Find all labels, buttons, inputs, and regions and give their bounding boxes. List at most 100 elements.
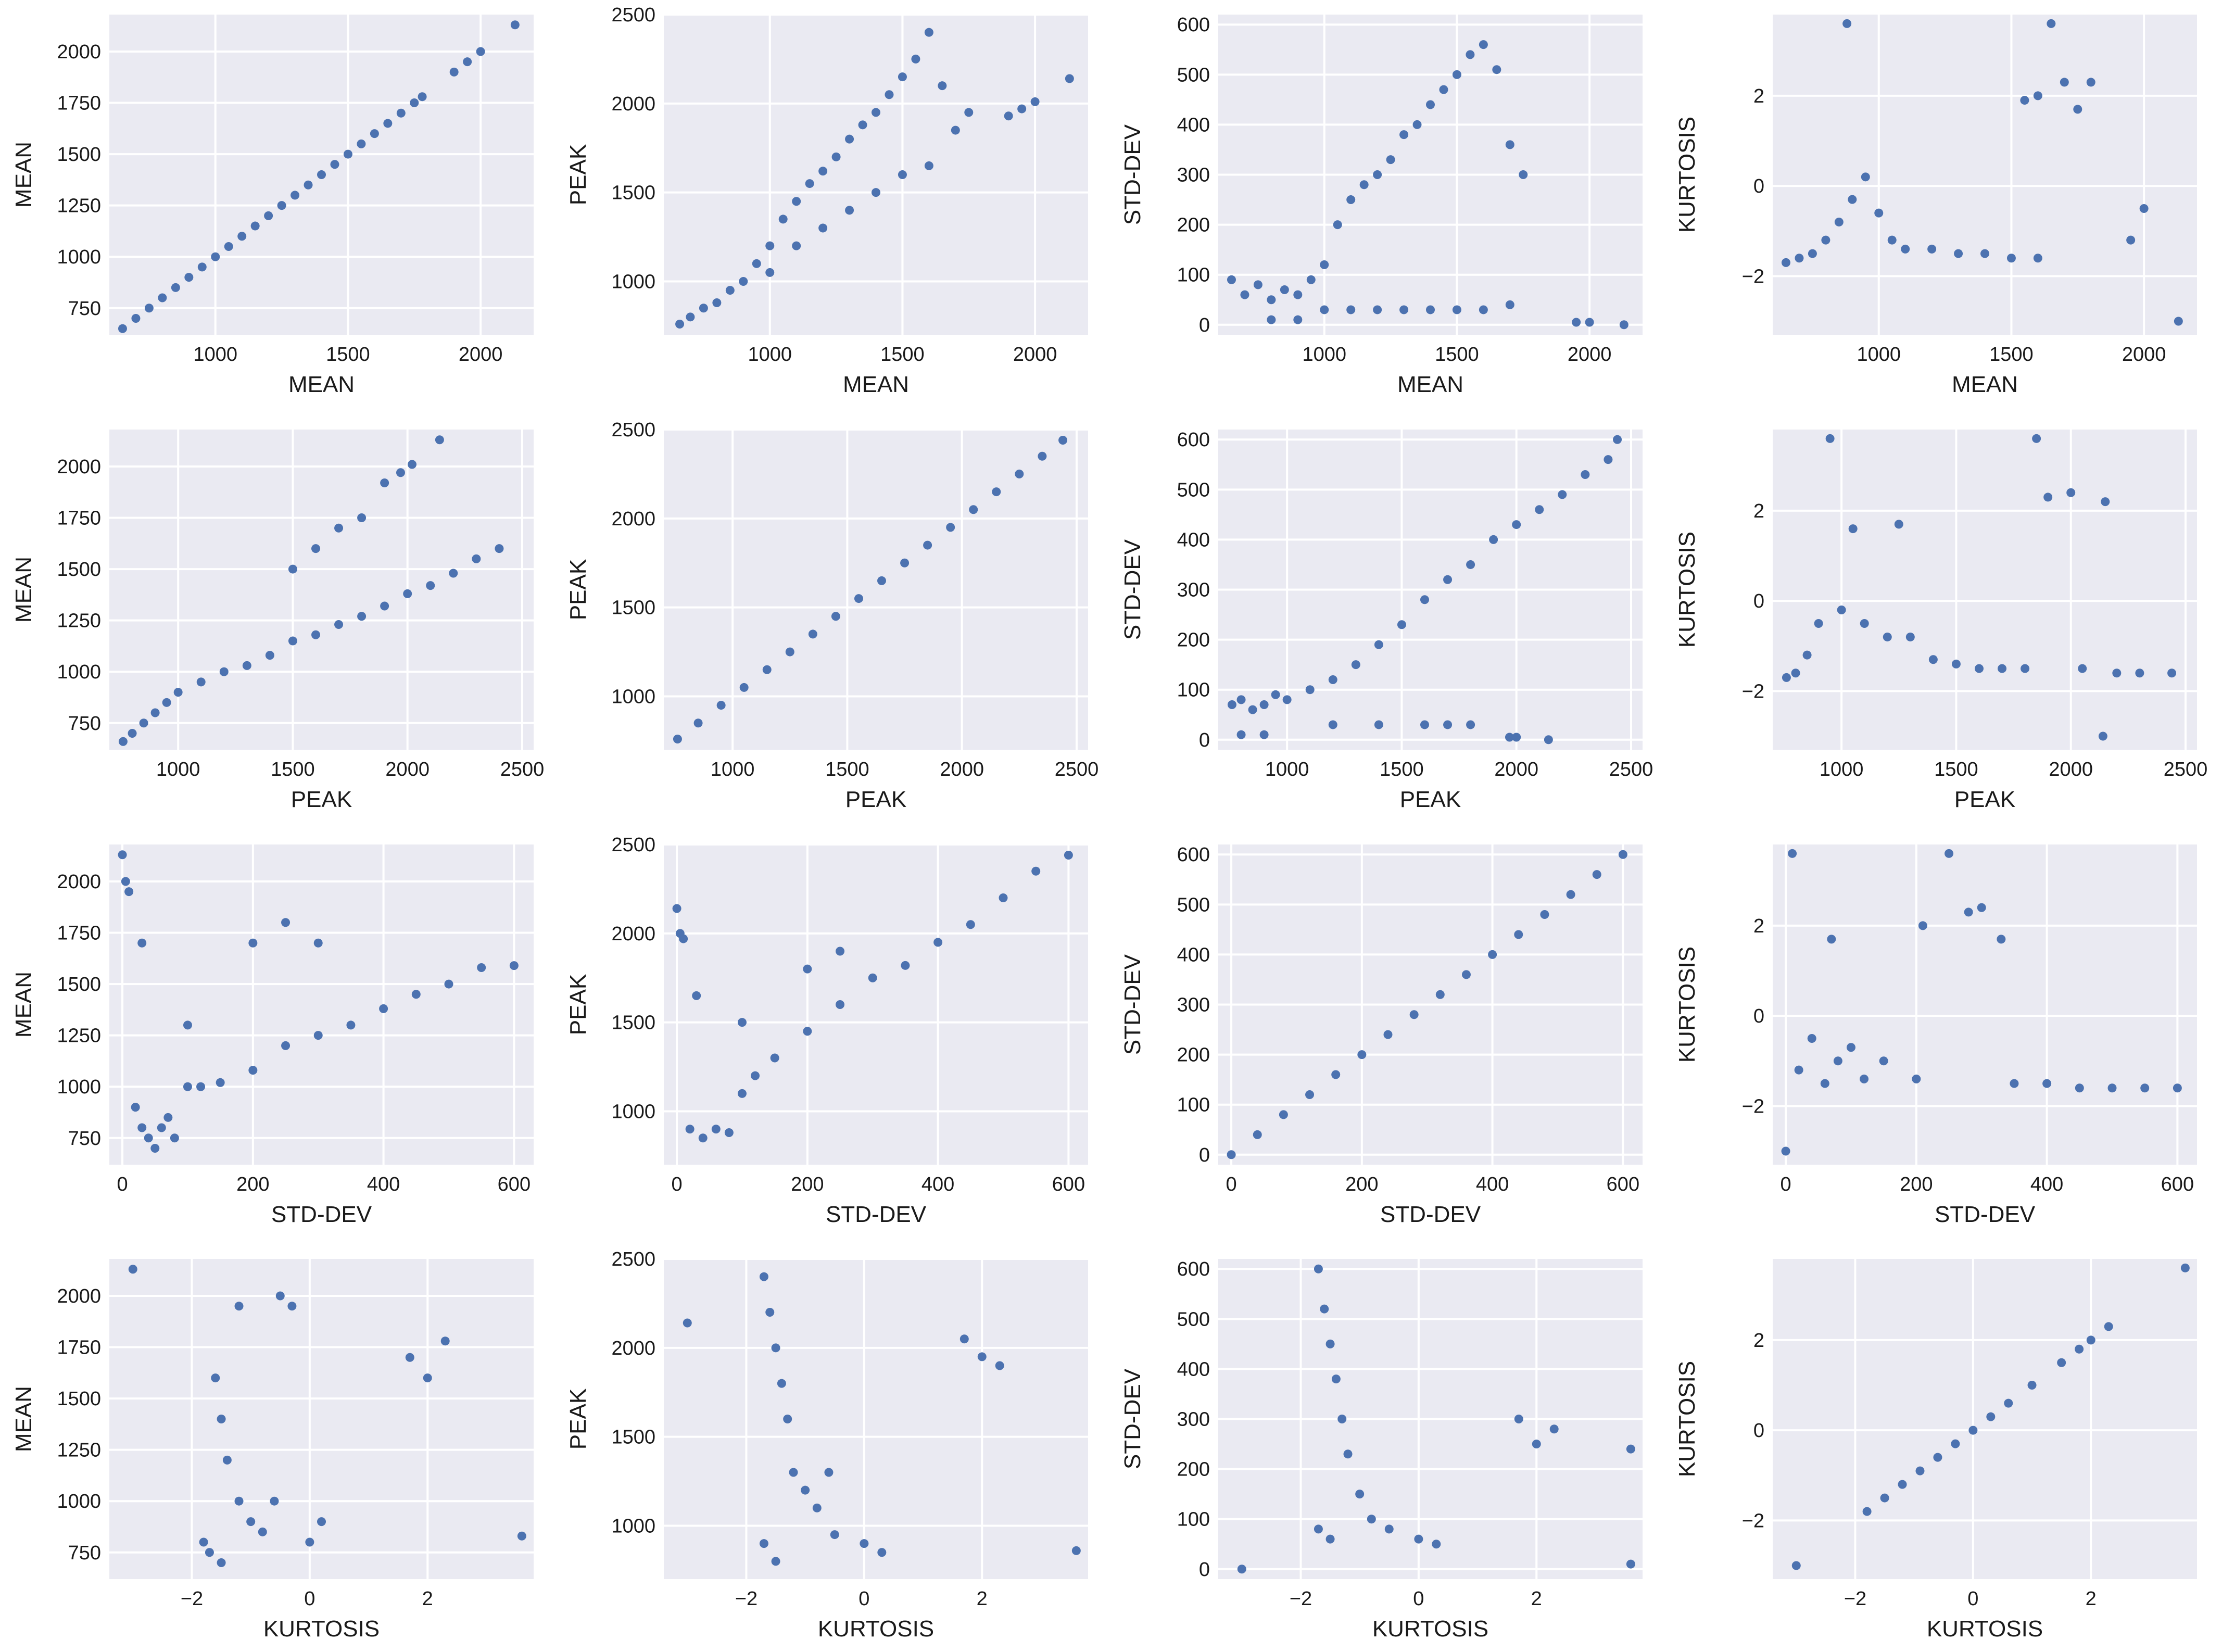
data-point: [313, 1031, 323, 1040]
data-point: [1259, 730, 1269, 739]
data-point: [1357, 1050, 1367, 1060]
data-point: [1227, 1150, 1236, 1159]
data-point: [1791, 1561, 1801, 1570]
data-point: [789, 1468, 798, 1477]
data-point: [699, 304, 708, 313]
data-point: [2027, 1381, 2037, 1390]
y-axis-label: KURTOSIS: [1674, 947, 1700, 1063]
data-point: [2135, 669, 2144, 678]
x-tick-label: 1500: [1435, 344, 1479, 365]
data-point: [440, 1336, 450, 1346]
data-point: [1915, 1466, 1925, 1476]
data-point: [1613, 435, 1622, 444]
y-tick-label: 1500: [611, 1012, 655, 1034]
data-point: [1328, 720, 1337, 729]
data-point: [1227, 275, 1236, 284]
data-point: [1566, 890, 1575, 899]
y-axis-label: KURTOSIS: [1674, 532, 1700, 648]
x-tick-label: 200: [1345, 1174, 1378, 1195]
data-point: [1505, 733, 1514, 742]
scatter-panel-5: 1000 1500 2000 2500 750 1000 1250 1500 1750 2000 P…: [11, 430, 544, 812]
data-point: [405, 1353, 414, 1362]
data-point: [1933, 1453, 1942, 1462]
y-axis-label: MEAN: [11, 142, 36, 208]
data-point: [812, 1503, 822, 1512]
x-tick-label: 1000: [711, 759, 755, 780]
data-point: [900, 558, 910, 568]
y-tick-label: 400: [1177, 529, 1210, 551]
x-tick-label: 1000: [1302, 344, 1346, 365]
data-point: [1514, 1415, 1523, 1423]
data-point: [831, 612, 840, 621]
data-point: [783, 1415, 792, 1423]
data-point: [1619, 320, 1628, 330]
data-point: [801, 1485, 810, 1495]
data-point: [2140, 1083, 2150, 1093]
data-point: [196, 1082, 206, 1091]
y-tick-label: 600: [1177, 1258, 1210, 1280]
data-point: [765, 1308, 775, 1317]
data-point: [343, 149, 352, 159]
y-tick-label: 1000: [57, 661, 101, 683]
data-point: [128, 728, 137, 738]
y-tick-label: 2: [1753, 85, 1764, 107]
data-point: [1017, 104, 1027, 114]
data-point: [1282, 695, 1292, 704]
data-point: [923, 540, 932, 550]
y-tick-label: 100: [1177, 679, 1210, 701]
data-point: [118, 737, 128, 746]
data-point: [2126, 235, 2136, 245]
y-tick-label: 1000: [611, 271, 655, 293]
y-tick-label: 300: [1177, 165, 1210, 186]
y-tick-label: 300: [1177, 1409, 1210, 1431]
data-point: [1355, 1490, 1365, 1499]
data-point: [2033, 254, 2042, 263]
data-point: [317, 1517, 326, 1527]
data-point: [792, 197, 801, 206]
data-point: [969, 505, 978, 514]
data-point: [2075, 1083, 2084, 1093]
data-point: [265, 651, 274, 660]
data-point: [683, 1318, 692, 1328]
y-tick-label: 1250: [57, 195, 101, 217]
data-point: [1367, 1515, 1376, 1524]
data-point: [2167, 669, 2177, 678]
data-point: [737, 1089, 747, 1098]
data-point: [1794, 1065, 1803, 1075]
data-point: [1351, 660, 1360, 670]
data-point: [144, 304, 154, 313]
y-tick-label: 0: [1753, 590, 1764, 612]
data-point: [901, 961, 910, 970]
y-axis-label: MEAN: [11, 557, 36, 623]
data-point: [1399, 305, 1409, 314]
data-point: [818, 223, 828, 233]
data-point: [724, 1128, 734, 1137]
y-tick-label: 200: [1177, 1459, 1210, 1481]
data-point: [2078, 664, 2087, 673]
data-point: [1325, 1534, 1335, 1544]
x-axis-label: STD-DEV: [1935, 1202, 2036, 1227]
scatter-panel-15: −2 0 2 0 100 200 300 400 500 600 KURTOSIS STD-DEV: [1120, 1258, 1643, 1642]
y-axis-label: STD-DEV: [1120, 124, 1145, 225]
data-point: [1898, 1480, 1907, 1489]
data-point: [1626, 1559, 1635, 1569]
data-point: [1512, 520, 1521, 529]
data-point: [1928, 655, 1938, 664]
x-axis-label: PEAK: [1400, 787, 1461, 812]
data-point: [1901, 244, 1910, 254]
y-tick-label: 1000: [57, 1491, 101, 1512]
y-axis-label: KURTOSIS: [1674, 1361, 1700, 1477]
data-point: [877, 576, 887, 585]
data-point: [872, 108, 880, 117]
data-point: [693, 718, 703, 728]
x-tick-label: 2500: [1055, 759, 1099, 780]
x-tick-label: 2000: [2049, 759, 2093, 780]
y-tick-label: 0: [1753, 1420, 1764, 1442]
y-axis-label: KURTOSIS: [1674, 117, 1700, 233]
data-point: [510, 20, 520, 30]
data-point: [1240, 290, 1249, 299]
y-tick-label: 500: [1177, 894, 1210, 916]
data-point: [1426, 305, 1435, 314]
data-point: [2004, 1398, 2013, 1408]
x-tick-label: 1000: [1265, 759, 1309, 780]
